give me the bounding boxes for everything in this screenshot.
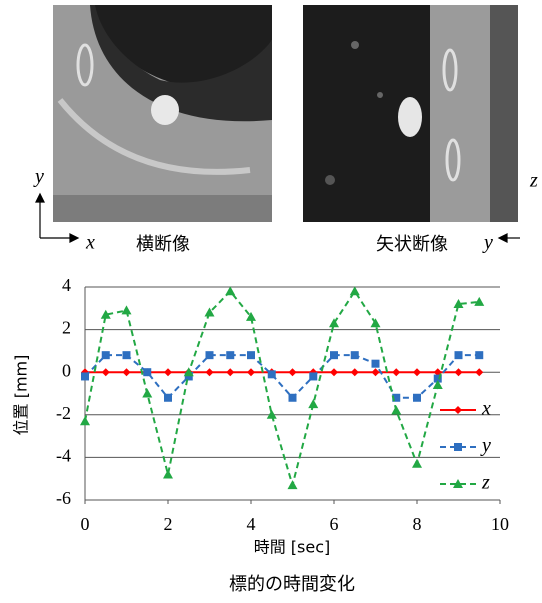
x-tick-label: 6 xyxy=(330,514,339,534)
y-tick-label: 4 xyxy=(62,275,71,295)
marker xyxy=(475,368,483,376)
marker xyxy=(247,368,255,376)
marker xyxy=(225,286,235,295)
marker xyxy=(289,368,297,376)
legend-marker xyxy=(454,443,462,451)
legend-label: z xyxy=(481,472,490,494)
marker xyxy=(206,368,214,376)
x-tick-label: 8 xyxy=(413,514,422,534)
series-line xyxy=(85,291,479,485)
marker xyxy=(372,360,380,368)
marker xyxy=(164,394,172,402)
marker xyxy=(308,399,318,408)
y-tick-label: -2 xyxy=(56,403,71,423)
x-axis-title: 時間 [sec] xyxy=(254,538,331,557)
image-axis-label: y xyxy=(33,166,44,188)
marker xyxy=(247,351,255,359)
chart-caption: 標的の時間変化 xyxy=(229,574,355,595)
marker xyxy=(351,368,359,376)
marker xyxy=(268,370,276,378)
legend-item: y xyxy=(440,435,491,457)
marker xyxy=(163,469,173,478)
marker xyxy=(289,394,297,402)
y-tick-label: 0 xyxy=(62,360,71,380)
legend-label: x xyxy=(481,398,491,420)
image-axis-label: z xyxy=(529,170,538,192)
marker xyxy=(102,368,110,376)
marker xyxy=(412,459,422,468)
marker xyxy=(80,416,90,425)
marker xyxy=(391,406,401,415)
x-tick-label: 4 xyxy=(247,514,256,534)
marker xyxy=(143,368,151,376)
image-caption: 矢状断像 xyxy=(376,234,448,255)
sagittal-image xyxy=(303,5,518,222)
image-caption: 横断像 xyxy=(136,234,190,255)
y-tick-label: -4 xyxy=(56,446,71,466)
marker xyxy=(288,480,298,489)
y-tick-label: -6 xyxy=(56,488,71,508)
marker xyxy=(455,368,463,376)
marker xyxy=(164,368,172,376)
marker xyxy=(206,351,214,359)
marker xyxy=(350,286,360,295)
series-line xyxy=(85,355,479,398)
marker xyxy=(226,351,234,359)
image-axis-label: x xyxy=(85,232,95,254)
legend-label: y xyxy=(480,435,491,457)
image-axis-label: y xyxy=(482,232,493,254)
y-tick-label: 2 xyxy=(62,318,71,338)
marker xyxy=(142,389,152,398)
marker xyxy=(372,368,380,376)
figure: y x 横断像 z y 矢状断像 時間 [sec] 位置 [mm] 標的の時間変… xyxy=(0,0,542,603)
marker xyxy=(413,368,421,376)
marker xyxy=(475,351,483,359)
marker xyxy=(413,394,421,402)
marker xyxy=(351,351,359,359)
legend-item: z xyxy=(440,472,490,494)
marker xyxy=(226,368,234,376)
marker xyxy=(309,372,317,380)
x-tick-label: 0 xyxy=(81,514,90,534)
transverse-image xyxy=(53,5,272,222)
marker xyxy=(455,351,463,359)
legend-marker xyxy=(454,406,462,414)
marker xyxy=(330,351,338,359)
y-axis-title: 位置 [mm] xyxy=(12,355,31,436)
marker xyxy=(392,368,400,376)
marker xyxy=(102,351,110,359)
marker xyxy=(81,372,89,380)
legend-item: x xyxy=(440,398,491,420)
marker xyxy=(123,351,131,359)
marker xyxy=(122,305,132,314)
marker xyxy=(330,368,338,376)
marker xyxy=(123,368,131,376)
x-tick-label: 10 xyxy=(491,514,509,534)
x-tick-label: 2 xyxy=(164,514,173,534)
